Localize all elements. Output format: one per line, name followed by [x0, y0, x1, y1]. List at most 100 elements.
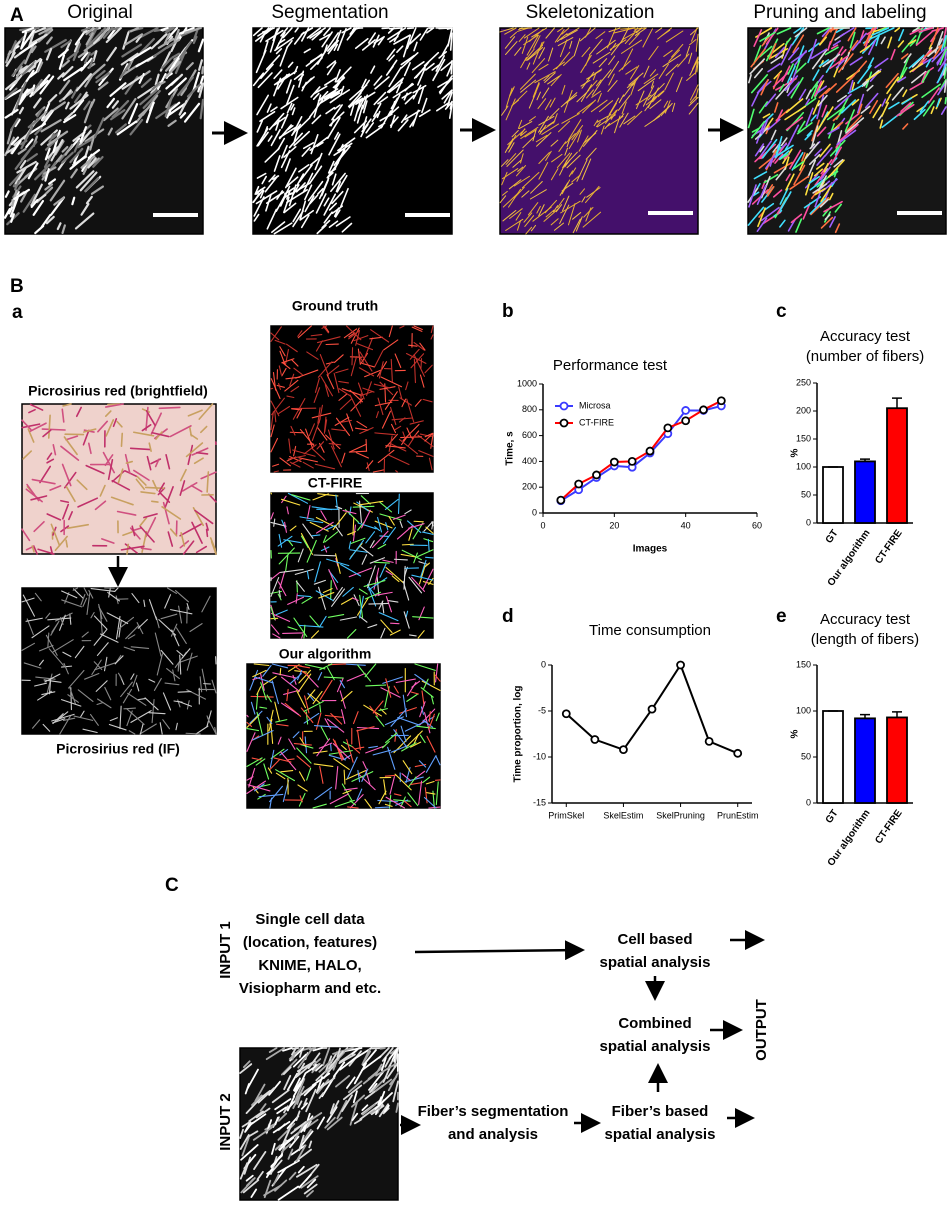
fiber — [759, 145, 765, 153]
fiber — [50, 101, 66, 113]
fiber — [26, 618, 34, 636]
fiber — [281, 519, 286, 529]
fiber — [810, 84, 819, 100]
fiber — [881, 101, 890, 118]
fiber — [766, 184, 774, 195]
fiber — [824, 214, 831, 221]
fiber — [874, 57, 889, 69]
fiber — [399, 325, 405, 329]
fiber — [404, 94, 415, 105]
fiber — [302, 523, 314, 539]
fiber — [48, 648, 64, 666]
fiber — [410, 691, 419, 695]
image — [270, 492, 434, 639]
fiber — [40, 129, 58, 146]
fiber — [285, 554, 289, 572]
image-title: Our algorithm — [279, 646, 372, 662]
fiber — [298, 771, 306, 782]
fiber — [252, 72, 265, 87]
fiber — [378, 600, 384, 610]
fiber — [351, 1047, 361, 1055]
fiber — [352, 524, 357, 542]
fiber — [419, 342, 426, 351]
fiber — [61, 590, 78, 599]
fiber — [528, 28, 544, 42]
fiber — [107, 591, 120, 602]
fiber — [409, 33, 422, 45]
fiber — [330, 712, 343, 725]
fiber — [413, 341, 425, 351]
fiber — [117, 672, 123, 680]
fiber — [804, 141, 820, 160]
fiber — [266, 103, 272, 113]
fiber — [270, 326, 282, 343]
fiber — [583, 206, 594, 218]
marker — [704, 736, 714, 746]
fiber — [829, 27, 839, 46]
fiber — [349, 794, 364, 809]
fiber — [538, 115, 555, 126]
fiber — [543, 207, 560, 222]
fiber — [369, 1086, 376, 1093]
fiber — [561, 113, 580, 124]
fiber — [383, 339, 399, 351]
fiber — [95, 680, 108, 692]
x-tick-label: 40 — [681, 520, 691, 530]
fiber — [32, 199, 45, 216]
fiber — [73, 93, 82, 104]
fiber — [250, 695, 274, 698]
fiber — [288, 184, 297, 207]
x-tick-label: SkelPruning — [656, 810, 705, 820]
fiber — [278, 124, 292, 140]
fiber — [297, 1048, 313, 1069]
fiber — [318, 177, 330, 200]
fiber — [328, 568, 338, 590]
fiber — [22, 594, 35, 617]
fiber — [120, 52, 139, 66]
fiber — [939, 78, 947, 91]
fiber — [787, 124, 800, 147]
fiber — [765, 154, 776, 170]
fiber — [427, 538, 430, 552]
fiber — [51, 713, 75, 722]
fiber — [790, 213, 803, 224]
x-tick-label: GT — [824, 808, 841, 826]
fiber — [57, 72, 65, 80]
fiber — [173, 28, 180, 43]
fiber — [169, 425, 192, 438]
fiber — [286, 506, 289, 515]
fiber — [280, 702, 300, 716]
fiber — [323, 32, 339, 54]
fiber — [358, 367, 375, 377]
fiber — [343, 328, 358, 339]
fiber — [319, 704, 322, 713]
fiber — [257, 131, 269, 147]
fiber — [179, 40, 193, 59]
fiber — [280, 150, 291, 169]
fiber — [127, 692, 147, 706]
fiber — [374, 1092, 393, 1110]
fiber — [385, 732, 398, 744]
fiber — [272, 175, 280, 181]
fiber — [286, 688, 289, 702]
fiber — [21, 419, 32, 431]
fiber — [428, 806, 441, 809]
fiber — [364, 663, 377, 678]
fiber — [60, 445, 80, 461]
fiber — [823, 162, 829, 173]
fiber — [765, 38, 779, 62]
fiber — [145, 516, 157, 538]
fiber — [543, 75, 550, 82]
fiber — [374, 1078, 393, 1092]
fiber — [824, 83, 837, 95]
fiber — [349, 101, 356, 116]
x-tick-label: CT-FIRE — [873, 808, 905, 846]
fiber — [418, 780, 423, 806]
fiber — [333, 372, 340, 394]
fiber — [211, 679, 217, 694]
fiber — [767, 118, 781, 131]
fiber — [61, 699, 82, 707]
fiber — [105, 26, 122, 44]
fiber — [311, 114, 322, 125]
flow-text: spatial analysis — [605, 1126, 716, 1143]
